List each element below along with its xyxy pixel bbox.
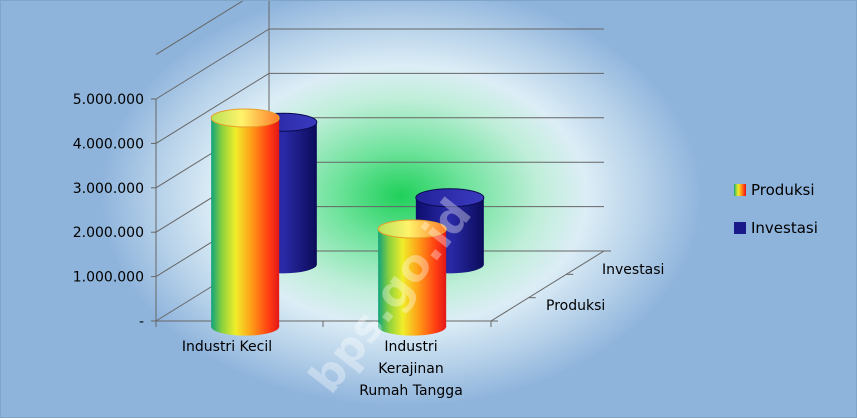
gridline-side <box>155 72 270 144</box>
y-tick-label: 4.000.000 <box>73 136 144 152</box>
y-tick-label: 2.000.000 <box>73 225 144 241</box>
x-category-label-line: Rumah Tangga <box>359 383 463 399</box>
legend-swatch-produksi <box>734 184 746 196</box>
bar-produksi-1 <box>377 219 447 336</box>
y-tick-label: 5.000.000 <box>73 92 144 108</box>
bar-top <box>377 219 447 239</box>
bar-base <box>211 317 280 336</box>
x-category-label: Industri Kecil <box>182 339 272 355</box>
y-tick-label: - <box>139 314 144 330</box>
legend: Produksi Investasi <box>734 181 818 237</box>
bar-layer <box>210 108 485 336</box>
bar-top <box>210 108 280 128</box>
gridline-side <box>155 28 270 100</box>
label-layer: - 1.000.000 2.000.000 3.000.000 4.000.000 5.0… <box>73 92 665 399</box>
depth-axis-line <box>490 250 605 322</box>
y-tick-label: 3.000.000 <box>73 181 144 197</box>
bar-base <box>378 317 447 336</box>
bar-body <box>378 228 447 327</box>
bar-top <box>415 188 485 208</box>
legend-label-investasi: Investasi <box>751 219 818 237</box>
x-category-label-line: Kerajinan <box>378 361 444 377</box>
legend-label-produksi: Produksi <box>751 181 815 199</box>
legend-swatch-investasi <box>734 222 746 234</box>
depth-label: Investasi <box>602 262 664 278</box>
x-category-label-line: Industri <box>384 339 437 355</box>
bar-produksi-0 <box>210 108 280 336</box>
bar-body <box>211 117 280 327</box>
x-category-label-line: Industri Kecil <box>182 339 272 355</box>
gridline-side <box>155 1 244 56</box>
y-tick-label: 1.000.000 <box>73 270 144 286</box>
depth-label: Produksi <box>546 298 605 314</box>
x-category-label: Industri Kerajinan Rumah Tangga <box>359 339 463 399</box>
